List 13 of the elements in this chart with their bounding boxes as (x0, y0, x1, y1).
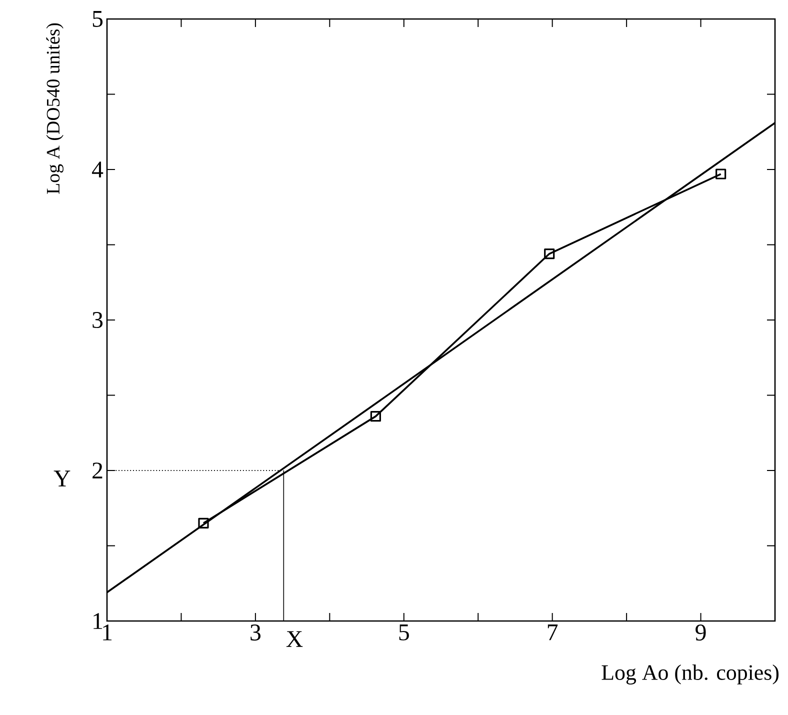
y-tick-label: 4 (92, 162, 104, 178)
y-tick-label: 5 (92, 11, 103, 27)
x-tick-label: 5 (399, 624, 409, 640)
x-tick-label: 3 (250, 624, 260, 641)
x-tick-label: 7 (548, 624, 558, 640)
x-tick-label: 9 (696, 624, 706, 641)
y-tick-label: 3 (92, 312, 103, 328)
annotation: Y (54, 470, 70, 486)
y-axis-title: Log A (DO540 unités) (46, 23, 64, 194)
x-axis-title: Log Ao (nb. copies) (602, 664, 779, 684)
y-tick-label: 2 (92, 462, 102, 478)
annotation: X (286, 631, 303, 647)
y-tick-label: 1 (94, 613, 102, 629)
